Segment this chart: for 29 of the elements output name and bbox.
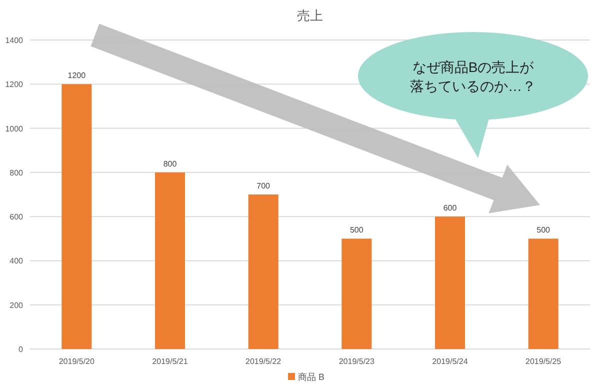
y-tick-label: 0 xyxy=(18,345,24,354)
x-tick-label: 2019/5/24 xyxy=(432,357,468,366)
bar xyxy=(528,238,558,349)
y-tick-label: 1000 xyxy=(5,124,24,134)
bar xyxy=(435,216,465,349)
data-label: 600 xyxy=(443,204,458,213)
chart-title: 売上 xyxy=(297,8,323,23)
y-tick-label: 200 xyxy=(10,300,24,310)
x-tick-label: 2019/5/23 xyxy=(338,357,376,366)
x-tick-label: 2019/5/20 xyxy=(58,357,96,366)
x-tick-label: 2019/5/22 xyxy=(246,357,282,366)
bar xyxy=(155,172,185,349)
x-tick-label: 2019/5/25 xyxy=(526,357,562,366)
bar xyxy=(342,238,372,349)
legend-label: 商品 B xyxy=(298,372,325,382)
data-label: 1200 xyxy=(68,71,86,80)
y-tick-label: 600 xyxy=(10,212,24,222)
data-label: 500 xyxy=(536,226,551,235)
annotation: なぜ商品Bの売上が落ちているのか…？ xyxy=(410,59,536,94)
data-label: 800 xyxy=(163,159,178,168)
bar xyxy=(248,194,278,349)
bar xyxy=(62,84,92,349)
y-tick-label: 1200 xyxy=(5,80,24,90)
data-label: 700 xyxy=(256,182,271,190)
y-tick-label: 400 xyxy=(10,256,24,266)
y-tick-label: 800 xyxy=(10,168,24,178)
x-tick-label: 2019/5/21 xyxy=(152,357,188,366)
y-tick-label: 1400 xyxy=(5,36,24,45)
data-label: 500 xyxy=(350,226,364,235)
